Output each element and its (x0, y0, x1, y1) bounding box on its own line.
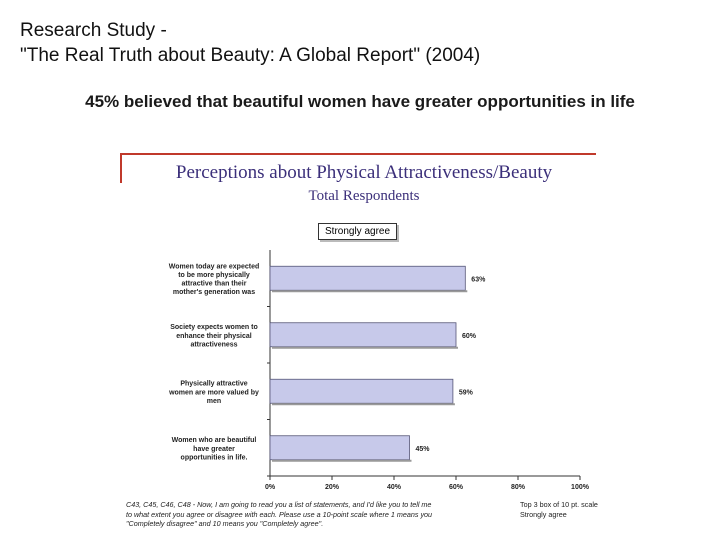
bar-shadow (272, 459, 412, 462)
category-label-line: have greater (193, 446, 235, 453)
bar-shadow (272, 403, 455, 406)
chart-panel: Perceptions about Physical Attractivenes… (118, 148, 598, 542)
data-label: 63% (471, 276, 486, 283)
chart-legend: Strongly agree (318, 223, 398, 240)
x-tick-label: 60% (449, 484, 464, 491)
category-label-line: opportunities in life. (181, 454, 248, 461)
category-label-line: attractive than their (182, 281, 247, 288)
x-tick-label: 40% (387, 484, 402, 491)
category-label-line: to be more physically (178, 272, 250, 279)
category-label-line: attractiveness (190, 341, 237, 348)
category-label-line: Society expects women to (170, 324, 258, 331)
x-tick-label: 20% (325, 484, 340, 491)
bar (269, 378, 454, 404)
bar (269, 265, 466, 291)
bar-shadow (272, 290, 468, 293)
category-label-line: Women today are expected (169, 263, 260, 270)
bar (269, 435, 410, 461)
x-tick-label: 100% (571, 484, 590, 491)
data-label: 59% (459, 389, 474, 396)
bar-shadow (272, 346, 458, 349)
slide-subtitle: 45% believed that beautiful women have g… (85, 92, 635, 111)
category-label-line: enhance their physical (176, 333, 252, 340)
slide-title-line-2: "The Real Truth about Beauty: A Global R… (20, 45, 481, 66)
footnote: C43, C45, C46, C48 - Now, I am going to … (126, 500, 433, 528)
data-label: 60% (462, 333, 477, 340)
chart-title: Perceptions about Physical Attractivenes… (175, 162, 553, 183)
category-label-line: mother's generation was (173, 289, 255, 296)
category-label: Women today are expected to be more physi… (169, 263, 260, 296)
left-rule (120, 153, 122, 183)
bar (269, 322, 457, 348)
legend-entry: Strongly agree (325, 226, 391, 237)
chart-subtitle: Total Respondents (308, 188, 420, 204)
category-label: Society expects women to enhance their ph… (170, 324, 258, 348)
slide-title: Research Study - "The Real Truth about B… (20, 18, 480, 68)
data-label: 45% (416, 446, 431, 453)
box-note: Top 3 box of 10 pt. scale Strongly agree (520, 500, 598, 519)
category-label-line: Women who are beautiful (172, 437, 257, 444)
bar-chart: 0% 20% 40% 60% 80% 100% Women today are expect… (168, 250, 590, 491)
category-label: Physically attractive women are more valu… (168, 381, 259, 405)
category-label: Women who are beautiful have greater oppor… (172, 437, 257, 461)
x-tick-label: 80% (511, 484, 526, 491)
category-label-line: Physically attractive (180, 381, 247, 388)
top-rule (120, 153, 596, 155)
category-label-line: women are more valued by (168, 389, 259, 396)
category-label-line: men (207, 398, 221, 405)
x-tick-label: 0% (265, 484, 276, 491)
slide-title-line-1: Research Study - (20, 20, 167, 41)
